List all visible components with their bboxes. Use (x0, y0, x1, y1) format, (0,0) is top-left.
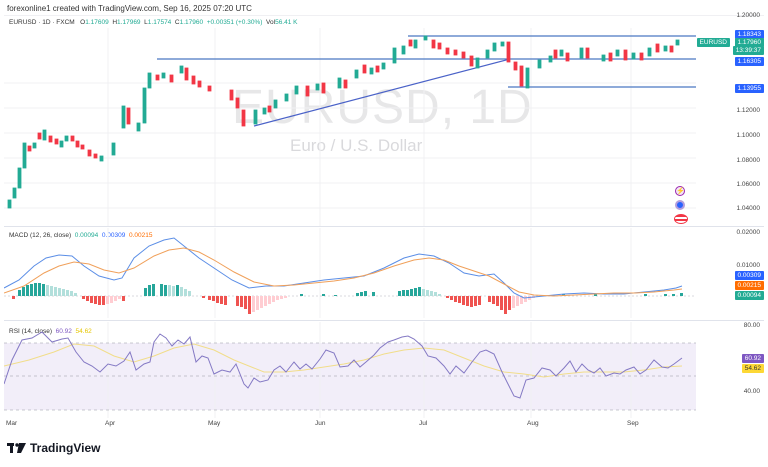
rsi-axis-label: 80.00 (743, 322, 760, 329)
close-value: 1.17960 (179, 19, 204, 26)
macd-histogram (12, 283, 683, 314)
macd-signal-tag: 0.00215 (734, 281, 764, 290)
rsi-value: 60.92 (55, 328, 72, 335)
macd-pane[interactable] (4, 228, 696, 318)
event-icons: ⚡ (674, 186, 688, 224)
level-tag-3: 1.13955 (734, 84, 764, 93)
price-axis-label: 1.12000 (736, 107, 761, 114)
pane-divider[interactable] (4, 320, 764, 321)
macd-hist-tag: 0.00094 (734, 291, 764, 300)
time-axis-label: Aug (527, 420, 539, 427)
price-axis-label: 1.10000 (736, 132, 761, 139)
rsi-line (4, 331, 683, 399)
candles (7, 35, 680, 209)
trendline (253, 58, 511, 127)
us-flag-event-icon[interactable] (674, 214, 688, 224)
macd-signal-line (4, 247, 683, 297)
lightning-event-icon[interactable]: ⚡ (675, 186, 685, 196)
time-axis-label: Apr (105, 420, 116, 427)
rsi-pane[interactable] (4, 322, 696, 418)
tradingview-logo-text: TradingView (30, 441, 101, 455)
level-tag-1: 1.18343 (734, 30, 764, 39)
dividend-event-icon[interactable] (675, 200, 685, 210)
chart-credit: forexonline1 created with TradingView.co… (7, 4, 252, 13)
time-axis-label: May (208, 420, 221, 427)
macd-line (4, 237, 683, 299)
time-axis-label: Jul (419, 420, 428, 427)
macd-axis-label: 0.01000 (736, 262, 761, 269)
high-value: 1.17969 (117, 19, 141, 26)
macd-signal-value: 0.00215 (129, 232, 153, 239)
macd-hist-value: 0.00094 (74, 232, 99, 239)
tradingview-logo-icon (7, 443, 26, 453)
rsi-ma-tag: 54.62 (741, 364, 764, 373)
time-axis-label: Sep (627, 420, 639, 427)
symbol-info: EURUSD · 1D · FXCM (9, 19, 75, 26)
price-axis-label: 1.06000 (736, 181, 761, 188)
countdown-tag: 13:39:37 (732, 46, 764, 55)
macd-legend: MACD (12, 26, close) 0.00094 0.00309 0.0… (9, 232, 153, 239)
volume-value: 56.41 K (275, 19, 298, 26)
price-axis-label: 1.08000 (736, 157, 761, 164)
symbol-tag: EURUSD (696, 38, 730, 47)
symbol-legend: EURUSD · 1D · FXCM O1.17609 H1.17969 L1.… (9, 19, 298, 26)
last-price-tag: 1.17960 (734, 38, 764, 47)
level-tag-2: 1.16305 (734, 57, 764, 66)
watermark-subtitle: Euro / U.S. Dollar (290, 136, 423, 155)
rsi-ma-line (4, 343, 683, 378)
open-value: 1.17609 (85, 19, 109, 26)
time-axis-label: Mar (6, 420, 18, 427)
price-pane[interactable] (4, 28, 696, 226)
change-value: +0.00351 (+0.30%) (206, 19, 263, 26)
macd-tag: 0.00309 (734, 271, 764, 280)
macd-axis-label: 0.02000 (736, 229, 761, 236)
tradingview-logo[interactable]: TradingView (7, 441, 100, 455)
rsi-axis-label: 40.00 (743, 388, 760, 395)
price-axis-label: 1.20000 (736, 12, 761, 19)
low-value: 1.17574 (147, 19, 172, 26)
rsi-legend: RSI (14, close) 60.92 54.62 (9, 328, 92, 335)
macd-value: 0.00309 (101, 232, 126, 239)
pane-divider[interactable] (4, 226, 764, 227)
price-axis-label: 1.04000 (736, 205, 761, 212)
rsi-tag: 60.92 (741, 354, 764, 363)
rsi-ma-value: 54.62 (75, 328, 92, 335)
time-axis-label: Jun (315, 420, 326, 427)
